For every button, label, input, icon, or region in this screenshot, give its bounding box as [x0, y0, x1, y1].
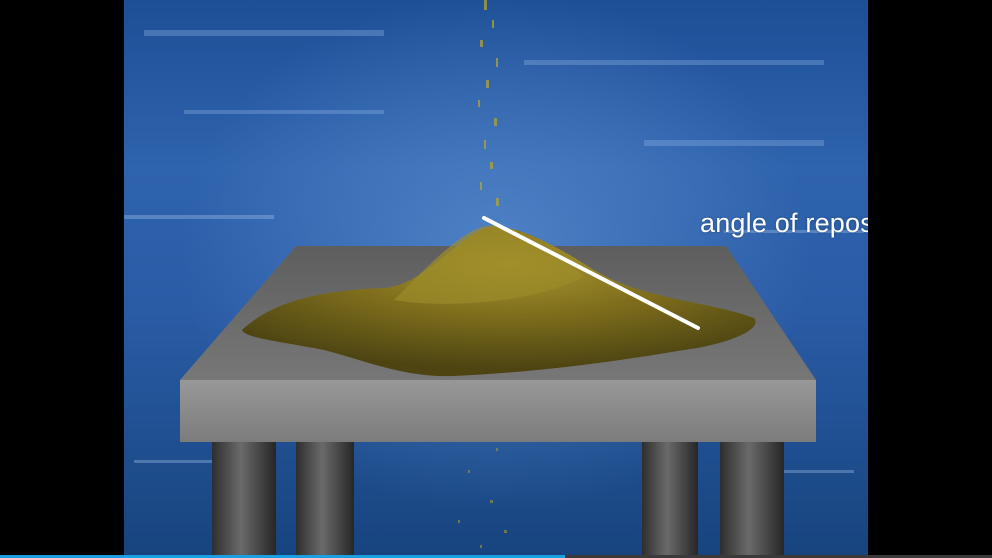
sand-spread: [242, 226, 756, 377]
table-legs: [212, 440, 784, 558]
table-edge: [180, 380, 816, 442]
falling-sand-stream: [478, 0, 499, 206]
video-progress-fill: [0, 555, 566, 558]
scene-illustration: [124, 0, 864, 558]
background-streaks: [124, 30, 864, 473]
angle-of-repose-line: [482, 216, 700, 330]
video-scene: angle of repose: [124, 0, 868, 558]
video-progress-bar[interactable]: [0, 555, 992, 558]
angle-of-repose-label: angle of repose: [700, 208, 868, 238]
